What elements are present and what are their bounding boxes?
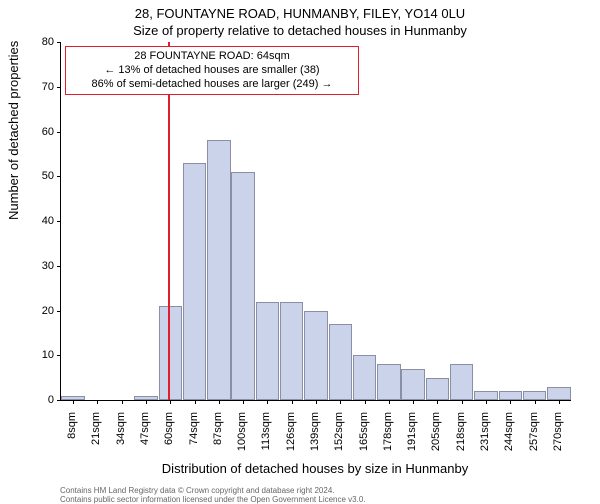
x-tick-label: 113sqm <box>260 412 272 462</box>
histogram-bar <box>377 364 400 400</box>
histogram-bar <box>183 163 206 400</box>
annotation-line: ← 13% of detached houses are smaller (38… <box>72 64 352 78</box>
histogram-bar <box>401 369 424 400</box>
x-tick-mark <box>243 400 244 404</box>
x-tick-label: 126sqm <box>285 412 297 462</box>
property-marker-line <box>168 42 170 400</box>
footer-line2: Contains public sector information licen… <box>60 495 570 504</box>
x-tick-label: 139sqm <box>309 412 321 462</box>
x-tick-mark <box>389 400 390 404</box>
y-tick-mark <box>57 221 61 222</box>
x-tick-mark <box>365 400 366 404</box>
x-tick-label: 60sqm <box>163 412 175 462</box>
x-tick-mark <box>486 400 487 404</box>
histogram-bar <box>353 355 376 400</box>
y-tick-label: 70 <box>42 81 54 93</box>
histogram-bar <box>231 172 254 400</box>
x-tick-label: 165sqm <box>358 412 370 462</box>
histogram-bar <box>280 302 303 400</box>
x-tick-mark <box>97 400 98 404</box>
x-tick-mark <box>437 400 438 404</box>
x-tick-mark <box>316 400 317 404</box>
x-tick-label: 218sqm <box>455 412 467 462</box>
x-tick-mark <box>73 400 74 404</box>
y-tick-label: 0 <box>48 394 54 406</box>
x-axis-label: Distribution of detached houses by size … <box>60 461 570 476</box>
histogram-bar <box>207 140 230 400</box>
x-tick-mark <box>195 400 196 404</box>
histogram-bar <box>499 391 522 400</box>
annotation-line: 86% of semi-detached houses are larger (… <box>72 78 352 92</box>
x-tick-label: 47sqm <box>139 412 151 462</box>
x-tick-label: 270sqm <box>552 412 564 462</box>
y-tick-mark <box>57 400 61 401</box>
y-tick-mark <box>57 266 61 267</box>
y-tick-label: 40 <box>42 215 54 227</box>
x-tick-mark <box>535 400 536 404</box>
histogram-bar <box>304 311 327 401</box>
annotation-line: 28 FOUNTAYNE ROAD: 64sqm <box>72 50 352 64</box>
y-tick-label: 60 <box>42 126 54 138</box>
y-tick-mark <box>57 355 61 356</box>
footer-attribution: Contains HM Land Registry data © Crown c… <box>60 486 570 504</box>
histogram-bar <box>523 391 546 400</box>
x-tick-mark <box>340 400 341 404</box>
x-tick-label: 100sqm <box>236 412 248 462</box>
x-tick-label: 244sqm <box>503 412 515 462</box>
x-tick-label: 231sqm <box>479 412 491 462</box>
histogram-bar <box>256 302 279 400</box>
x-tick-label: 21sqm <box>90 412 102 462</box>
footer-line1: Contains HM Land Registry data © Crown c… <box>60 486 570 495</box>
chart-subtitle: Size of property relative to detached ho… <box>0 23 600 38</box>
histogram-bar <box>426 378 449 400</box>
x-tick-mark <box>219 400 220 404</box>
x-tick-mark <box>267 400 268 404</box>
chart-address-title: 28, FOUNTAYNE ROAD, HUNMANBY, FILEY, YO1… <box>0 6 600 21</box>
x-tick-mark <box>510 400 511 404</box>
x-tick-label: 178sqm <box>382 412 394 462</box>
y-tick-mark <box>57 42 61 43</box>
y-tick-mark <box>57 311 61 312</box>
x-tick-mark <box>413 400 414 404</box>
x-tick-mark <box>462 400 463 404</box>
x-tick-label: 87sqm <box>212 412 224 462</box>
x-tick-mark <box>559 400 560 404</box>
x-tick-label: 257sqm <box>528 412 540 462</box>
x-tick-label: 152sqm <box>333 412 345 462</box>
histogram-bar <box>159 306 182 400</box>
y-tick-mark <box>57 132 61 133</box>
y-tick-label: 30 <box>42 260 54 272</box>
y-tick-label: 20 <box>42 305 54 317</box>
chart-container: 28, FOUNTAYNE ROAD, HUNMANBY, FILEY, YO1… <box>0 0 600 500</box>
plot-area: 28 FOUNTAYNE ROAD: 64sqm← 13% of detache… <box>60 42 571 401</box>
x-tick-label: 205sqm <box>430 412 442 462</box>
x-tick-label: 74sqm <box>188 412 200 462</box>
x-tick-label: 34sqm <box>115 412 127 462</box>
histogram-bar <box>474 391 497 400</box>
x-tick-label: 8sqm <box>66 412 78 462</box>
y-tick-label: 50 <box>42 170 54 182</box>
x-tick-mark <box>292 400 293 404</box>
histogram-bar <box>450 364 473 400</box>
annotation-box: 28 FOUNTAYNE ROAD: 64sqm← 13% of detache… <box>65 46 359 95</box>
histogram-bar <box>547 387 570 400</box>
y-tick-label: 80 <box>42 36 54 48</box>
y-tick-mark <box>57 87 61 88</box>
x-tick-mark <box>170 400 171 404</box>
y-axis-label: Number of detached properties <box>6 41 21 220</box>
histogram-bar <box>329 324 352 400</box>
y-tick-mark <box>57 176 61 177</box>
x-tick-mark <box>122 400 123 404</box>
y-tick-label: 10 <box>42 349 54 361</box>
x-tick-label: 191sqm <box>406 412 418 462</box>
x-tick-mark <box>146 400 147 404</box>
